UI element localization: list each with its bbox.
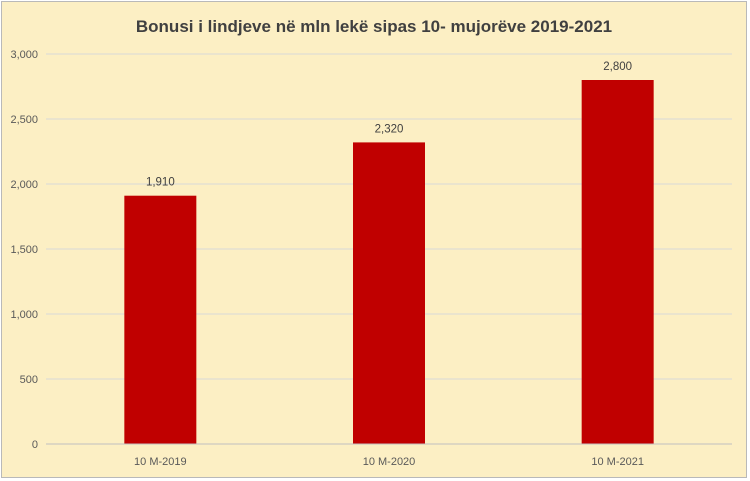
x-tick-label: 10 M-2020	[363, 456, 416, 468]
bar-10-m-2021	[581, 80, 654, 444]
data-labels: 1,910 2,320 2,800	[146, 61, 632, 189]
chart-title: Bonusi i lindjeve në mln lekë sipas 10- …	[136, 17, 612, 36]
data-label: 1,910	[146, 177, 175, 189]
data-label: 2,320	[375, 123, 404, 135]
y-axis-ticks: 0 500 1,000 1,500 2,000 2,500 3,000	[10, 49, 38, 451]
bars	[124, 80, 654, 444]
x-tick-label: 10 M-2019	[134, 456, 187, 468]
bar-10-m-2020	[353, 142, 425, 444]
y-tick-label: 500	[20, 374, 38, 386]
x-tick-label: 10 M-2021	[591, 456, 644, 468]
y-tick-label: 1,500	[10, 244, 38, 256]
y-tick-label: 1,000	[10, 309, 38, 321]
x-axis-ticks: 10 M-2019 10 M-2020 10 M-2021	[134, 456, 644, 468]
y-tick-label: 3,000	[10, 49, 38, 61]
y-tick-label: 2,500	[10, 114, 38, 126]
y-tick-label: 0	[32, 439, 38, 451]
y-tick-label: 2,000	[10, 179, 38, 191]
bar-10-m-2019	[124, 195, 197, 444]
data-label: 2,800	[603, 61, 632, 73]
